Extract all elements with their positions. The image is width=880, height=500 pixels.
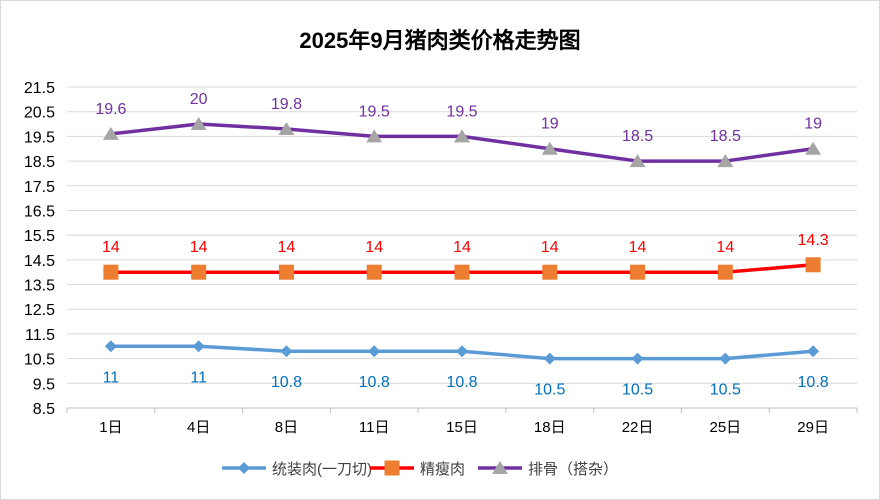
data-point: [104, 340, 117, 353]
y-tick-label: 21.5: [24, 80, 55, 97]
data-point: [454, 129, 470, 143]
data-point: [278, 121, 295, 135]
legend-label: 精瘦肉: [420, 461, 465, 478]
data-label: 18.5: [622, 128, 653, 145]
data-label: 10.8: [359, 374, 390, 391]
data-point: [190, 117, 207, 131]
data-point: [543, 352, 556, 365]
y-tick-label: 12.5: [24, 302, 55, 319]
data-label: 10.8: [798, 374, 829, 391]
data-label: 10.5: [622, 382, 653, 399]
data-label: 14: [102, 239, 120, 256]
data-label: 19.5: [446, 103, 477, 120]
x-tick-label: 4日: [187, 419, 210, 436]
y-tick-label: 17.5: [24, 179, 55, 196]
data-label: 19: [804, 116, 822, 133]
y-tick-label: 8.5: [33, 401, 55, 418]
chart-title: 2025年9月猪肉类价格走势图: [299, 28, 580, 53]
data-label: 14: [365, 239, 383, 256]
data-point: [807, 345, 820, 358]
data-point: [366, 264, 382, 280]
y-tick-label: 19.5: [24, 129, 55, 146]
data-point: [631, 352, 644, 365]
data-point: [103, 264, 119, 280]
data-label: 10.5: [710, 382, 741, 399]
data-label: 19.5: [359, 103, 390, 120]
data-label: 14: [629, 239, 647, 256]
data-point: [102, 126, 119, 140]
data-point: [630, 264, 646, 280]
x-tick-label: 29日: [797, 419, 829, 436]
data-label: 14: [716, 239, 734, 256]
data-point: [454, 264, 470, 280]
data-label: 19: [541, 116, 559, 133]
y-tick-label: 20.5: [24, 105, 55, 122]
y-tick-label: 15.5: [24, 228, 55, 245]
legend-marker: [238, 462, 250, 474]
y-tick-label: 14.5: [24, 253, 55, 270]
x-tick-label: 22日: [622, 419, 654, 436]
y-tick-label: 16.5: [24, 203, 55, 220]
x-tick-label: 11日: [359, 419, 390, 436]
x-tick-label: 1日: [99, 419, 122, 436]
x-tick-label: 15日: [446, 419, 478, 436]
data-point: [629, 154, 646, 168]
x-tick-label: 25日: [709, 419, 741, 436]
data-point: [719, 352, 732, 365]
data-point: [366, 129, 383, 143]
y-tick-label: 11.5: [25, 327, 55, 344]
y-tick-label: 13.5: [24, 278, 55, 295]
data-point: [541, 141, 558, 155]
legend-marker: [492, 461, 508, 474]
data-label: 10.8: [446, 374, 477, 391]
legend-marker: [384, 460, 400, 476]
data-label: 19.8: [271, 96, 302, 113]
data-point: [280, 345, 293, 358]
data-label: 14: [453, 239, 471, 256]
data-point: [805, 141, 822, 155]
x-tick-label: 8日: [275, 419, 298, 436]
y-tick-label: 9.5: [33, 376, 55, 393]
data-point: [717, 264, 733, 280]
legend-label: 统装肉(一刀切): [272, 461, 372, 478]
x-tick-label: 18日: [534, 419, 566, 436]
data-label: 11: [190, 369, 207, 386]
data-label: 10.8: [271, 374, 302, 391]
data-point: [456, 345, 468, 358]
data-point: [278, 264, 294, 280]
data-point: [191, 264, 207, 280]
data-point: [717, 154, 734, 168]
data-point: [805, 257, 821, 273]
data-point: [368, 345, 381, 358]
data-label: 18.5: [710, 128, 741, 145]
data-label: 10.5: [534, 382, 565, 399]
data-label: 14: [541, 239, 559, 256]
y-tick-label: 10.5: [24, 352, 55, 369]
data-label: 19.6: [95, 101, 126, 118]
data-label: 11: [103, 369, 120, 386]
data-point: [192, 340, 205, 353]
y-tick-label: 18.5: [24, 154, 55, 171]
legend-label: 排骨（搭杂）: [528, 461, 618, 478]
data-label: 14: [190, 239, 208, 256]
data-label: 14.3: [798, 232, 829, 249]
data-point: [542, 264, 558, 280]
data-label: 14: [278, 239, 296, 256]
data-label: 20: [190, 91, 208, 108]
